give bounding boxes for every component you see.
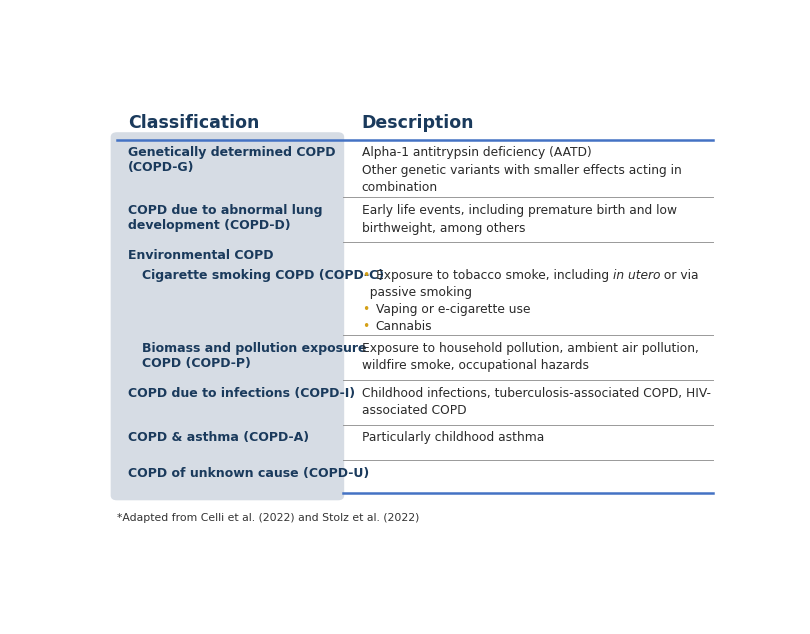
Text: Cannabis: Cannabis: [376, 320, 433, 333]
Text: Other genetic variants with smaller effects acting in: Other genetic variants with smaller effe…: [362, 164, 681, 177]
Text: Exposure to household pollution, ambient air pollution,: Exposure to household pollution, ambient…: [362, 342, 699, 354]
Text: Description: Description: [362, 113, 475, 132]
Text: Childhood infections, tuberculosis-associated COPD, HIV-: Childhood infections, tuberculosis-assoc…: [362, 387, 710, 399]
Text: Early life events, including premature birth and low: Early life events, including premature b…: [362, 204, 677, 217]
Text: associated COPD: associated COPD: [362, 404, 467, 417]
Text: COPD & asthma (COPD-A): COPD & asthma (COPD-A): [128, 432, 309, 444]
Text: Cigarette smoking COPD (COPD-C): Cigarette smoking COPD (COPD-C): [142, 269, 384, 282]
Text: Genetically determined COPD
(COPD-G): Genetically determined COPD (COPD-G): [128, 146, 335, 174]
Text: birthweight, among others: birthweight, among others: [362, 221, 525, 235]
Text: Exposure to tobacco smoke, including: Exposure to tobacco smoke, including: [376, 269, 612, 282]
Text: Particularly childhood asthma: Particularly childhood asthma: [362, 432, 544, 444]
Text: •: •: [362, 269, 369, 282]
Text: •: •: [362, 303, 369, 316]
Text: Alpha-1 antitrypsin deficiency (AATD): Alpha-1 antitrypsin deficiency (AATD): [362, 146, 591, 159]
Text: in utero: in utero: [612, 269, 660, 282]
Text: passive smoking: passive smoking: [362, 286, 471, 299]
FancyBboxPatch shape: [111, 133, 344, 500]
Text: COPD due to infections (COPD-I): COPD due to infections (COPD-I): [128, 387, 356, 399]
Text: •: •: [362, 320, 369, 333]
Text: Environmental COPD: Environmental COPD: [128, 249, 274, 262]
Text: Vaping or e-cigarette use: Vaping or e-cigarette use: [376, 303, 530, 316]
Text: Biomass and pollution exposure
COPD (COPD-P): Biomass and pollution exposure COPD (COP…: [142, 342, 367, 370]
Text: COPD due to abnormal lung
development (COPD-D): COPD due to abnormal lung development (C…: [128, 204, 322, 232]
Text: or via: or via: [660, 269, 698, 282]
Text: *Adapted from Celli et al. (2022) and Stolz et al. (2022): *Adapted from Celli et al. (2022) and St…: [117, 512, 420, 522]
Text: COPD of unknown cause (COPD-U): COPD of unknown cause (COPD-U): [128, 467, 369, 480]
Text: combination: combination: [362, 181, 438, 194]
Text: Classification: Classification: [128, 113, 260, 132]
Text: wildfire smoke, occupational hazards: wildfire smoke, occupational hazards: [362, 359, 589, 372]
